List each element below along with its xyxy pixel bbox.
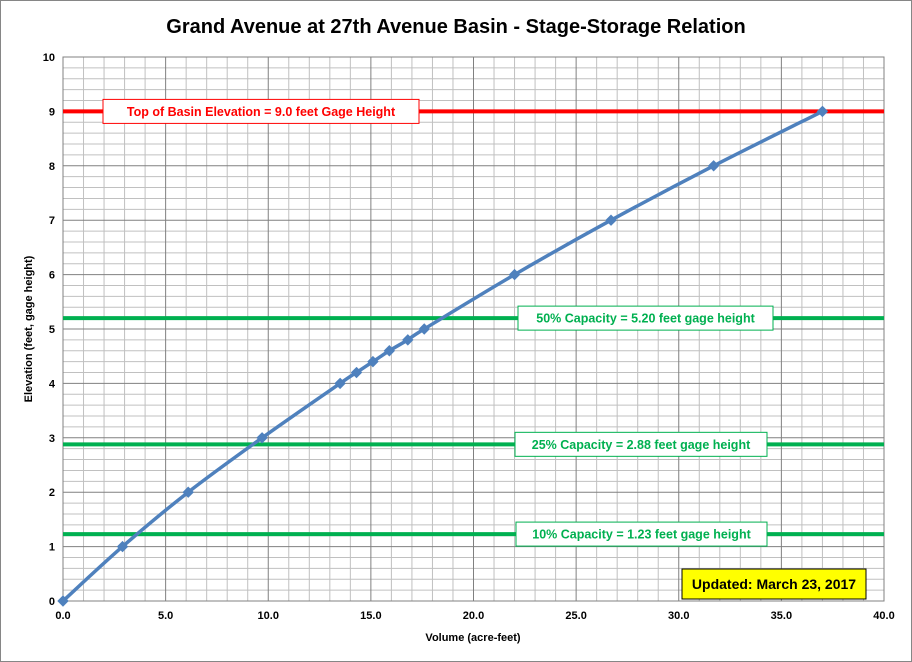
x-tick-label: 35.0 <box>771 610 792 622</box>
data-point <box>816 105 829 118</box>
reference-label: Top of Basin Elevation = 9.0 feet Gage H… <box>127 105 396 119</box>
x-tick-label: 30.0 <box>668 610 689 622</box>
x-tick-label: 5.0 <box>158 610 173 622</box>
x-tick-label: 25.0 <box>565 610 586 622</box>
y-tick-label: 0 <box>49 596 55 608</box>
data-point <box>605 214 617 226</box>
data-point <box>508 268 521 281</box>
data-point <box>418 323 430 335</box>
reference-label: 25% Capacity = 2.88 feet gage height <box>532 438 751 452</box>
data-point <box>334 377 346 390</box>
data-series <box>57 105 829 607</box>
data-point <box>182 486 194 498</box>
y-tick-label: 1 <box>49 542 55 554</box>
y-tick-label: 2 <box>49 487 55 499</box>
chart-title: Grand Avenue at 27th Avenue Basin - Stag… <box>166 16 745 38</box>
data-point <box>383 345 396 357</box>
reference-label-box <box>515 521 768 547</box>
reference-label-box <box>102 98 420 124</box>
y-tick-label: 7 <box>49 215 55 227</box>
reference-label: 10% Capacity = 1.23 feet gage height <box>532 528 751 542</box>
x-tick-label: 40.0 <box>873 610 894 622</box>
x-tick-label: 15.0 <box>360 610 381 622</box>
reference-label-box <box>514 431 768 457</box>
reference-lines: Top of Basin Elevation = 9.0 feet Gage H… <box>63 98 884 547</box>
plot-border <box>62 56 885 602</box>
x-tick-label: 0.0 <box>55 610 70 622</box>
y-tick-label: 10 <box>43 52 55 64</box>
updated-badge <box>681 568 867 600</box>
y-tick-label: 5 <box>49 324 55 336</box>
y-tick-label: 8 <box>49 161 55 173</box>
data-point <box>402 334 414 346</box>
data-point <box>116 540 129 553</box>
x-tick-label: 10.0 <box>258 610 279 622</box>
annotations: Updated: March 23, 2017 <box>681 568 867 600</box>
y-tick-label: 3 <box>49 433 55 445</box>
y-axis-label: Elevation (feet, gage height) <box>23 255 35 402</box>
updated-text: Updated: March 23, 2017 <box>692 576 856 592</box>
y-tick-label: 4 <box>49 378 56 390</box>
reference-label-box <box>517 305 774 331</box>
data-point <box>57 595 69 607</box>
x-axis-label: Volume (acre-feet) <box>425 632 520 644</box>
y-tick-label: 9 <box>49 106 55 118</box>
data-point <box>707 160 720 172</box>
x-tick-label: 20.0 <box>463 610 484 622</box>
y-tick-labels: 0 1 2 3 4 5 6 7 8 9 10 <box>43 52 56 608</box>
reference-label: 50% Capacity = 5.20 feet gage height <box>536 312 755 326</box>
data-point <box>367 355 379 368</box>
y-tick-label: 6 <box>49 270 55 282</box>
data-point <box>350 366 363 379</box>
x-tick-labels: 0.0 5.0 10.0 15.0 20.0 25.0 30.0 35.0 40.0 <box>55 610 894 622</box>
data-point <box>256 432 268 444</box>
